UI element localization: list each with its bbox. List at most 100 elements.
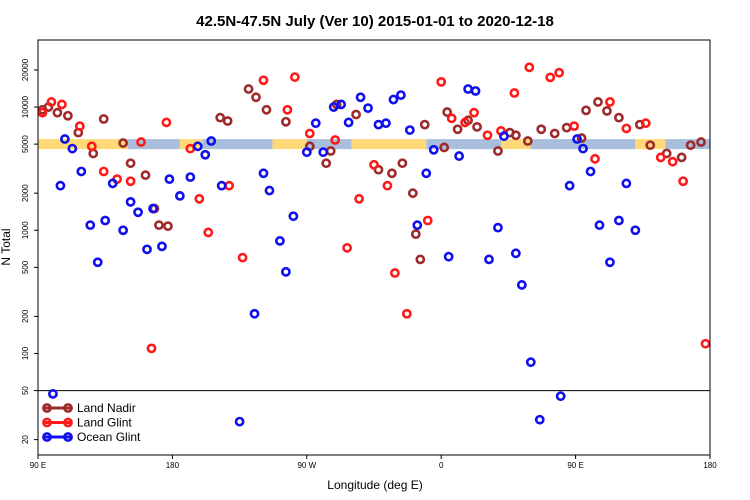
legend-marker-land-nadir: [63, 403, 73, 413]
point-ocean-glint: [510, 248, 521, 259]
point-ocean-glint: [92, 257, 103, 268]
point-ocean-glint: [499, 131, 509, 142]
point-land-nadir: [419, 119, 430, 130]
point-land-glint: [56, 99, 67, 110]
point-land-nadir: [140, 170, 151, 181]
y-tick-label: 1000: [21, 221, 30, 239]
x-axis: 90 E 180 90 W 0 90 E 180: [30, 455, 717, 470]
point-land-nadir: [472, 121, 482, 132]
point-land-nadir: [243, 84, 254, 94]
point-ocean-glint: [264, 185, 275, 196]
point-ocean-glint: [412, 220, 423, 231]
point-ocean-glint: [318, 147, 329, 158]
point-ocean-glint: [164, 174, 175, 185]
point-land-nadir: [251, 92, 261, 103]
y-axis: 20 50 100 200 500 1000 2000 5000 10000 20000: [21, 58, 38, 444]
point-land-glint: [667, 156, 678, 167]
plot-frame: [37, 39, 711, 456]
point-land-glint: [621, 123, 632, 134]
point-land-nadir: [549, 128, 560, 139]
x-tick-label: 90 E: [30, 461, 46, 470]
point-land-glint: [390, 268, 400, 278]
point-ocean-glint: [395, 90, 406, 100]
legend-marker-land-glint: [42, 417, 52, 428]
point-land-glint: [258, 75, 269, 86]
point-land-glint: [203, 227, 214, 238]
point-land-nadir: [493, 146, 503, 156]
point-land-nadir: [452, 124, 463, 135]
point-land-nadir: [407, 188, 418, 199]
point-ocean-glint: [470, 86, 481, 96]
point-land-glint: [554, 67, 565, 78]
point-ocean-glint: [216, 180, 227, 191]
point-ocean-glint: [614, 215, 624, 226]
point-ocean-glint: [493, 222, 503, 233]
x-tick-label: 180: [703, 461, 717, 470]
point-ocean-glint: [200, 149, 211, 160]
point-ocean-glint: [85, 220, 96, 231]
point-ocean-glint: [534, 414, 545, 425]
point-ocean-glint: [67, 143, 78, 154]
point-ocean-glint: [516, 280, 527, 290]
point-ocean-glint: [192, 141, 203, 152]
point-ocean-glint: [76, 166, 87, 177]
point-ocean-glint: [55, 180, 66, 191]
band-segment-land: [500, 139, 531, 150]
point-ocean-glint: [381, 118, 391, 129]
point-ocean-glint: [363, 103, 373, 114]
point-land-glint: [37, 107, 48, 118]
point-ocean-glint: [578, 143, 588, 154]
point-land-glint: [678, 176, 689, 187]
point-ocean-glint: [564, 180, 575, 191]
point-ocean-glint: [107, 178, 118, 189]
point-land-glint: [446, 113, 457, 124]
band-segment-ocean: [127, 139, 180, 150]
point-ocean-glint: [280, 266, 291, 277]
point-ocean-glint: [301, 147, 312, 158]
band-segment-land: [635, 139, 666, 150]
point-ocean-glint: [572, 134, 582, 144]
y-tick-label: 5000: [21, 135, 30, 153]
point-land-glint: [401, 308, 412, 319]
point-ocean-glint: [443, 251, 454, 262]
point-ocean-glint: [605, 257, 615, 268]
point-land-glint: [422, 215, 433, 226]
point-land-nadir: [280, 116, 291, 127]
point-ocean-glint: [454, 151, 465, 161]
point-ocean-glint: [275, 235, 285, 246]
point-land-glint: [640, 118, 651, 129]
point-land-glint: [86, 141, 97, 152]
point-land-nadir: [387, 168, 397, 179]
legend-marker-ocean-glint: [42, 432, 52, 442]
point-ocean-glint: [484, 254, 494, 265]
point-ocean-glint: [148, 203, 158, 214]
point-ocean-glint: [100, 215, 111, 226]
point-ocean-glint: [310, 118, 321, 129]
point-land-nadir: [118, 138, 129, 148]
point-ocean-glint: [48, 388, 58, 399]
point-land-glint: [469, 107, 479, 118]
point-ocean-glint: [288, 211, 299, 222]
point-land-nadir: [676, 152, 687, 163]
point-land-nadir: [215, 112, 226, 123]
point-land-nadir: [581, 105, 591, 116]
x-tick-label: 90 E: [567, 461, 583, 470]
point-ocean-glint: [174, 191, 185, 201]
point-land-glint: [74, 121, 85, 132]
point-land-glint: [524, 62, 535, 73]
point-land-nadir: [439, 142, 450, 153]
point-land-glint: [655, 152, 666, 163]
point-land-nadir: [261, 104, 272, 115]
point-land-glint: [194, 193, 205, 204]
x-axis-label: Longitude (deg E): [327, 478, 422, 492]
point-ocean-glint: [525, 357, 536, 368]
point-ocean-glint: [421, 168, 432, 179]
point-land-nadir: [98, 114, 109, 124]
point-ocean-glint: [234, 416, 245, 427]
x-tick-label: 180: [166, 461, 180, 470]
point-land-glint: [460, 117, 470, 128]
y-tick-label: 200: [21, 309, 30, 323]
